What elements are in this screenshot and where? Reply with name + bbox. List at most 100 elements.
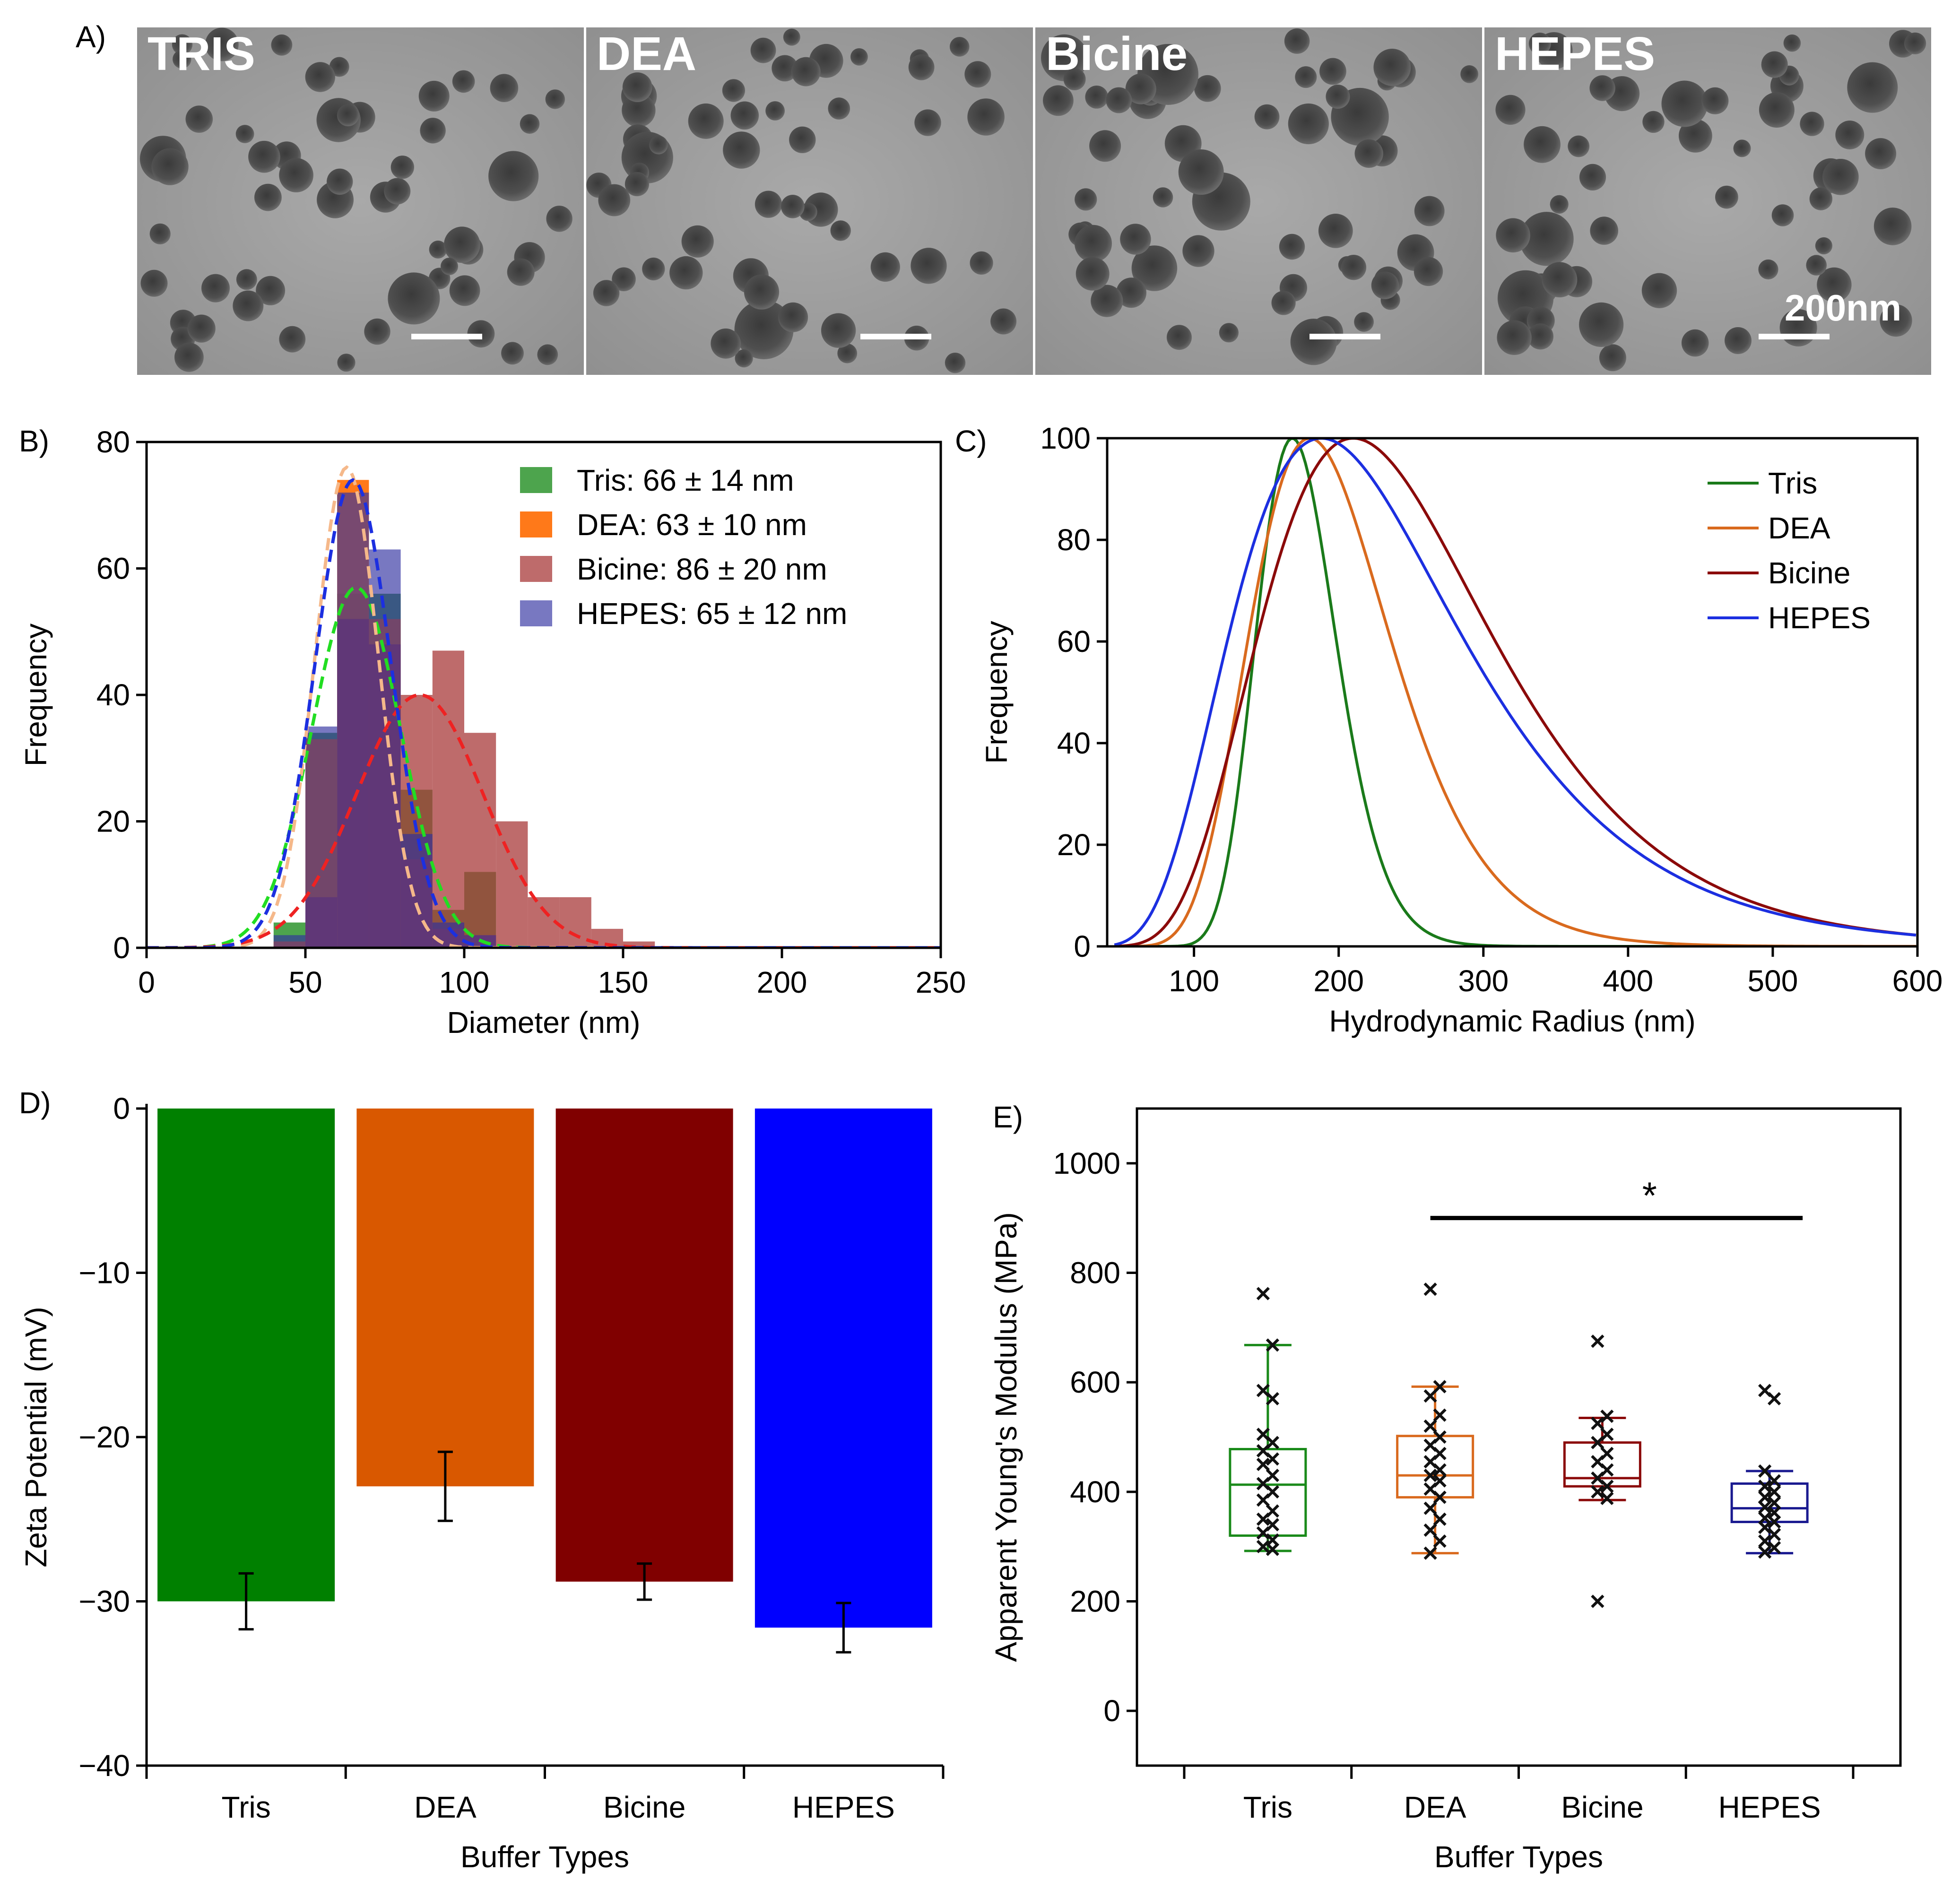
nanoparticle <box>507 258 535 286</box>
nanoparticle <box>1279 234 1305 260</box>
histogram-bar-hepes <box>432 922 464 948</box>
nanoparticle <box>837 343 858 364</box>
nanoparticle <box>429 240 447 259</box>
chart-b-histogram: 0 50 100 150 200 250 0 20 40 60 80 Diameter (nm) Fre… <box>19 425 966 1040</box>
nanoparticle <box>1725 327 1752 354</box>
nanoparticle <box>765 101 785 121</box>
nanoparticle <box>1354 139 1383 168</box>
x-tick-label: Bicine <box>603 1790 685 1824</box>
x-tick-label: Tris <box>1243 1790 1292 1824</box>
nanoparticle <box>1847 62 1898 113</box>
data-point <box>1423 1468 1437 1482</box>
nanoparticle <box>1642 111 1665 133</box>
box-dea <box>1396 1282 1474 1560</box>
legend-swatch <box>520 600 552 626</box>
nanoparticle <box>964 61 991 88</box>
y-tick-label: 600 <box>1070 1365 1120 1399</box>
nanoparticle <box>730 101 759 130</box>
nanoparticle <box>1904 32 1926 54</box>
nanoparticle <box>1519 212 1574 266</box>
bar-dea <box>356 1109 534 1487</box>
legend-label: Tris <box>1768 466 1817 500</box>
nanoparticle <box>1131 245 1178 291</box>
nanoparticle <box>781 195 805 218</box>
scale-bar <box>1310 334 1380 339</box>
nanoparticle <box>1318 214 1353 248</box>
data-point <box>1266 1452 1280 1466</box>
y-tick-label: −20 <box>78 1420 130 1454</box>
nanoparticle <box>1341 255 1367 280</box>
nanoparticle <box>1089 130 1121 162</box>
y-tick-label: 1000 <box>1053 1146 1120 1180</box>
data-point <box>1758 1490 1772 1504</box>
data-point <box>1433 1512 1447 1526</box>
y-tick-label: 0 <box>1074 929 1091 963</box>
data-point <box>1266 1338 1280 1352</box>
data-point <box>1256 1493 1270 1507</box>
x-tick-label: 600 <box>1892 964 1943 998</box>
y-axis-label: Frequency <box>19 624 53 766</box>
x-axis-label: Buffer Types <box>1434 1840 1603 1874</box>
data-point <box>1768 1528 1781 1542</box>
nanoparticle <box>443 226 480 263</box>
nanoparticle <box>1865 138 1897 170</box>
scale-bar <box>411 334 482 339</box>
data-point <box>1256 1457 1270 1472</box>
nanoparticle <box>1284 28 1310 54</box>
fit-curve-bicine <box>147 693 941 948</box>
data-point <box>1768 1474 1781 1488</box>
plot-frame <box>1136 1107 1902 1767</box>
nanoparticle <box>1371 271 1399 299</box>
data-point <box>1591 1416 1604 1430</box>
panel-label-b: B) <box>19 424 49 458</box>
nanoparticle <box>384 178 411 205</box>
box-iqr <box>1396 1435 1474 1499</box>
histogram-bar-hepes <box>337 493 369 948</box>
data-point <box>1758 1545 1772 1559</box>
y-tick-label: 40 <box>1057 726 1091 760</box>
y-axis-label: Apparent Young's Modulus (MPa) <box>989 1212 1023 1662</box>
nanoparticle <box>1043 85 1074 116</box>
data-point <box>1591 1334 1604 1348</box>
scale-bar-label: 200nm <box>1785 287 1901 329</box>
legend-label: Bicine <box>1768 556 1850 590</box>
fit-curve-hepes <box>147 478 941 948</box>
panel-label-c: C) <box>955 424 987 458</box>
nanoparticle <box>1822 159 1859 195</box>
legend-label: HEPES: 65 ± 12 nm <box>577 597 847 631</box>
nanoparticle <box>830 220 851 241</box>
nanoparticle <box>722 79 745 102</box>
nanoparticle <box>1075 188 1097 211</box>
chart-d-zeta: Tris DEA Bicine HEPES 0 −10 −20 −30 −40 Buffer Ty… <box>19 1092 945 1874</box>
box-bicine <box>1563 1334 1641 1608</box>
nanoparticle <box>1414 196 1445 226</box>
nanoparticle <box>337 354 356 372</box>
legend-swatch <box>520 467 552 493</box>
nanoparticle <box>173 50 191 69</box>
data-point <box>1423 1546 1437 1560</box>
nanoparticle <box>1579 164 1606 191</box>
nanoparticle <box>1085 86 1109 109</box>
panel-label-d: D) <box>19 1086 51 1120</box>
legend-label: Bicine: 86 ± 20 nm <box>577 552 827 586</box>
tem-image-dea: DEA <box>586 27 1033 375</box>
significance-star: * <box>1642 1175 1657 1217</box>
y-tick-label: −30 <box>78 1585 130 1619</box>
nanoparticle <box>441 258 458 275</box>
nanoparticle <box>642 257 665 281</box>
nanoparticle <box>1290 319 1337 365</box>
data-point <box>1768 1496 1781 1510</box>
nanoparticle <box>1783 34 1801 52</box>
x-tick-label: 200 <box>1313 964 1364 998</box>
nanoparticle <box>1271 291 1296 315</box>
nanoparticle <box>622 93 656 128</box>
nanoparticle <box>1759 92 1795 128</box>
nanoparticle <box>821 313 856 348</box>
x-tick-label: 300 <box>1458 964 1509 998</box>
tem-image-tris: TRIS <box>137 27 584 375</box>
nanoparticle <box>1326 85 1350 109</box>
nanoparticle <box>1733 139 1751 157</box>
tem-label: TRIS <box>147 27 255 80</box>
nanoparticle <box>612 267 636 292</box>
